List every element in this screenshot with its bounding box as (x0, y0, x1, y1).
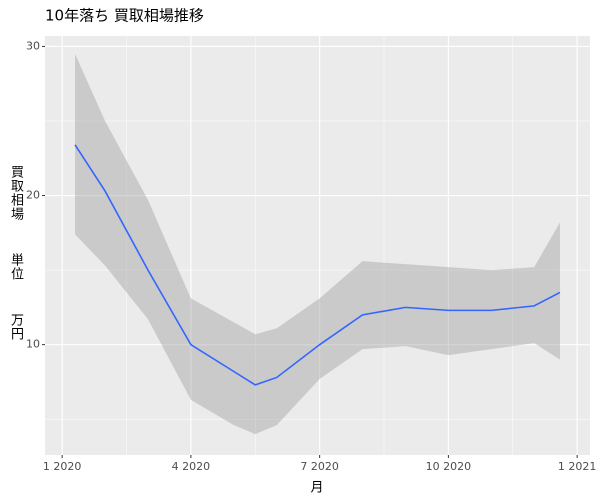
y-tick-label: 20 (26, 189, 40, 202)
x-tick-label: 10 2020 (426, 460, 472, 473)
confidence-band (75, 53, 560, 435)
x-tick-label: 7 2020 (300, 460, 339, 473)
x-tick-label: 1 2020 (43, 460, 82, 473)
x-tick-label: 1 2021 (558, 460, 597, 473)
chart-title: 10年落ち 買取相場推移 (45, 7, 204, 25)
x-tick-label: 4 2020 (172, 460, 211, 473)
y-axis-label: 買取相場 単位 万円 (8, 165, 23, 341)
y-tick-label: 10 (26, 338, 40, 351)
y-tick-label: 30 (26, 39, 40, 52)
trend-line (74, 144, 561, 386)
x-axis-label: 月 (310, 481, 323, 496)
panel (45, 36, 590, 455)
